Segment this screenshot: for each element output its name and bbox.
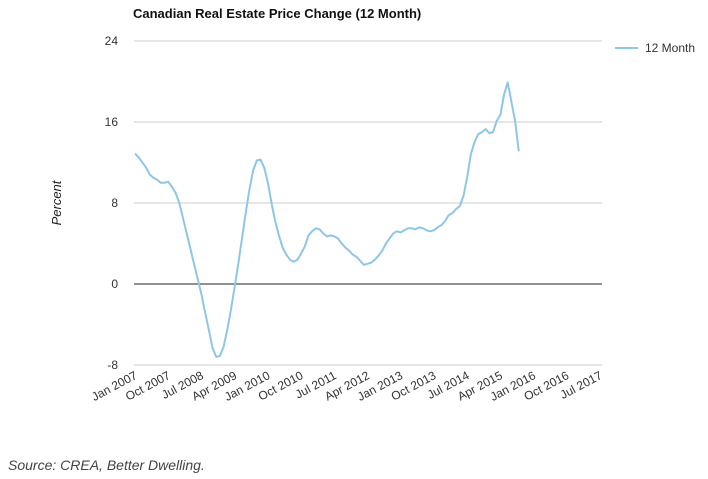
chart-title: Canadian Real Estate Price Change (12 Mo… [133,6,422,21]
series-line-12-month [134,81,520,358]
y-tick-label: 16 [105,115,119,129]
source-note: Source: CREA, Better Dwelling. [8,457,205,473]
legend-label: 12 Month [645,41,695,55]
y-axis-label: Percent [49,179,64,225]
y-tick-label: 24 [105,34,119,48]
y-tick-label: -8 [107,358,118,372]
y-tick-label: 0 [111,277,118,291]
y-tick-label: 8 [111,196,118,210]
